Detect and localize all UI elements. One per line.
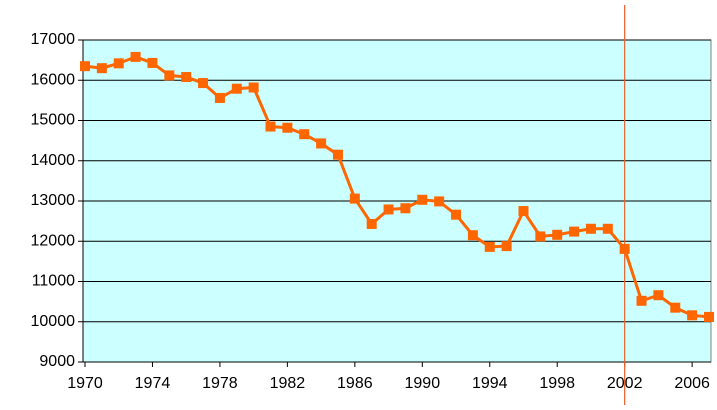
x-tick-label: 1986 — [337, 375, 373, 392]
point-marker — [518, 206, 529, 217]
point-marker — [164, 70, 175, 81]
point-marker — [198, 78, 209, 89]
point-marker — [687, 310, 698, 321]
point-marker — [585, 223, 596, 234]
y-tick-label: 9000 — [39, 353, 75, 370]
x-tick-label: 1998 — [539, 375, 575, 392]
point-marker — [653, 290, 664, 301]
point-marker — [332, 149, 343, 160]
point-marker — [181, 72, 192, 83]
x-tick-label: 2006 — [674, 375, 710, 392]
point-marker — [231, 83, 242, 94]
point-marker — [619, 243, 630, 254]
point-marker — [451, 209, 462, 220]
point-marker — [349, 193, 360, 204]
point-marker — [670, 302, 681, 313]
x-tick-label: 1974 — [135, 375, 171, 392]
x-tick-label: 1982 — [270, 375, 306, 392]
point-marker — [147, 57, 158, 68]
point-marker — [636, 295, 647, 306]
point-marker — [569, 226, 580, 237]
y-tick-label: 11000 — [32, 273, 75, 290]
x-tick-label: 1978 — [202, 375, 238, 392]
y-tick-label: 14000 — [31, 152, 76, 169]
point-marker — [417, 194, 428, 205]
point-marker — [383, 204, 394, 215]
x-tick-label: 1970 — [67, 375, 103, 392]
y-tick-label: 12000 — [31, 232, 76, 249]
point-marker — [130, 51, 141, 62]
point-marker — [366, 218, 377, 229]
y-tick-label: 16000 — [31, 71, 76, 88]
point-marker — [434, 196, 445, 207]
point-marker — [704, 311, 714, 322]
point-marker — [316, 138, 327, 149]
point-marker — [282, 122, 293, 133]
point-marker — [535, 231, 546, 242]
point-marker — [248, 82, 259, 93]
point-marker — [299, 129, 310, 140]
point-marker — [552, 229, 563, 240]
point-marker — [214, 92, 225, 103]
point-marker — [113, 58, 124, 69]
y-tick-label: 15000 — [31, 112, 76, 129]
point-marker — [400, 203, 411, 214]
x-tick-label: 1994 — [472, 375, 508, 392]
point-marker — [501, 241, 512, 252]
y-tick-label: 17000 — [31, 31, 76, 48]
point-marker — [484, 241, 495, 252]
point-marker — [80, 61, 90, 72]
x-tick-label: 1990 — [405, 375, 441, 392]
point-marker — [96, 63, 107, 74]
point-marker — [467, 230, 478, 241]
point-marker — [602, 223, 613, 234]
y-tick-label: 10000 — [31, 313, 76, 330]
y-tick-label: 13000 — [31, 192, 76, 209]
point-marker — [265, 121, 276, 132]
